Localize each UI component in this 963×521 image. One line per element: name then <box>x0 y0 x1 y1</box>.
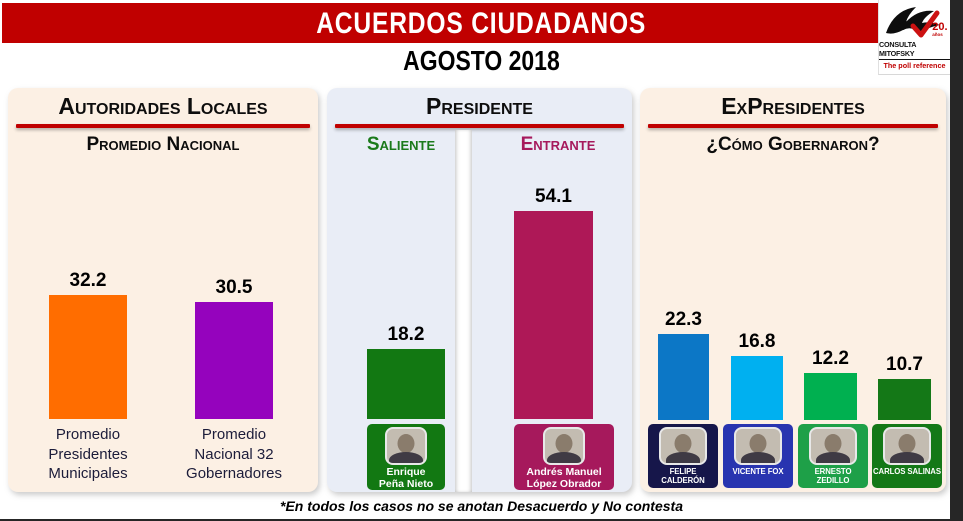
plate-zedillo: ERNESTO ZEDILLO <box>798 424 868 488</box>
panel-autoridades-locales: Autoridades Locales Promedio Nacional 32… <box>8 88 318 492</box>
bar-pena-nieto: 18.2 <box>367 324 445 419</box>
entrante-label: Entrante <box>520 134 596 155</box>
logo-years: 20. años <box>932 22 947 38</box>
photo-ernesto-zedillo <box>809 427 857 465</box>
panel-ex-subtitle: ¿Cómo Gobernaron? <box>706 134 880 155</box>
panel-local-title: Autoridades Locales <box>58 93 268 119</box>
bar-salinas-value: 10.7 <box>886 353 923 375</box>
panel-ex-rule <box>648 124 938 128</box>
bar-calderon: 22.3 <box>658 309 709 420</box>
photo-felipe-calderon <box>659 427 707 465</box>
panel-expresidentes: ExPresidentes ¿Cómo Gobernaron? 22.3 16.… <box>640 88 946 492</box>
date-subtitle-text: AGOSTO 2018 <box>403 45 560 76</box>
panel-presidente-rule <box>335 124 624 128</box>
logo-years-label: años <box>932 32 943 37</box>
panel-local-rule <box>16 124 310 128</box>
page-title-text: ACUERDOS CIUDADANOS <box>316 7 647 40</box>
bar-zedillo: 12.2 <box>804 348 857 420</box>
bar-gobernadores-label: Promedio Nacional 32 Gobernadores <box>186 426 282 482</box>
photo-andres-manuel-lopez-obrador <box>543 427 585 465</box>
bar-salinas: 10.7 <box>878 354 931 420</box>
bar-municipales: 32.2 <box>49 270 127 419</box>
bar-gobernadores-rect <box>195 301 273 419</box>
bar-lopez-obrador-rect <box>514 211 593 419</box>
plate-salinas-name: CARLOS SALINAS <box>873 467 941 476</box>
column-divider <box>455 130 472 492</box>
plate-calderon: FELIPE CALDERÓN <box>648 424 718 488</box>
bar-lopez-obrador-value: 54.1 <box>535 186 572 208</box>
bar-fox-rect <box>731 355 783 420</box>
date-subtitle: AGOSTO 2018 <box>0 45 963 77</box>
bar-salinas-rect <box>878 378 931 420</box>
plate-salinas: CARLOS SALINAS <box>872 424 942 488</box>
bar-fox: 16.8 <box>731 330 783 420</box>
title-banner <box>2 3 878 43</box>
plate-pena-nieto: Enrique Peña Nieto <box>367 424 445 490</box>
mitofsky-logo: 20. años CONSULTA MITOFSKY The poll refe… <box>878 0 950 75</box>
panel-presidente: Presidente Saliente Entrante 18.2 54.1 E… <box>327 88 632 492</box>
bar-fox-value: 16.8 <box>738 330 776 352</box>
panel-local-subtitle: Promedio Nacional <box>86 134 240 155</box>
plate-fox: VICENTE FOX <box>723 424 793 488</box>
bar-calderon-value: 22.3 <box>665 309 702 331</box>
plate-lopez-obrador: Andrés Manuel López Obrador <box>514 424 614 490</box>
bar-lopez-obrador: 54.1 <box>514 186 593 419</box>
mitofsky-bird-icon <box>885 7 940 38</box>
plate-fox-name: VICENTE FOX <box>732 467 784 476</box>
bar-municipales-label: Promedio Presidentes Municipales <box>48 426 128 482</box>
bar-municipales-value: 32.2 <box>69 270 107 292</box>
page-title: ACUERDOS CIUDADANOS <box>0 7 963 41</box>
plate-zedillo-name: ERNESTO ZEDILLO <box>814 467 852 485</box>
logo-years-badge: 20. <box>932 21 948 33</box>
bar-zedillo-rect <box>804 373 857 420</box>
bar-pena-nieto-rect <box>367 349 445 419</box>
photo-carlos-salinas <box>883 427 931 465</box>
window-edge-bottom <box>0 519 963 521</box>
footnote: *En todos los casos no se anotan Desacue… <box>280 498 683 514</box>
photo-vicente-fox <box>734 427 782 465</box>
saliente-label: Saliente <box>366 134 436 155</box>
plate-calderon-name: FELIPE CALDERÓN <box>661 467 705 485</box>
photo-enrique-pena-nieto <box>385 427 427 465</box>
plate-lopez-obrador-name: Andrés Manuel López Obrador <box>526 466 602 490</box>
bar-gobernadores: 30.5 <box>195 277 273 419</box>
logo-brand-text: CONSULTA MITOFSKY <box>879 40 950 60</box>
plate-pena-nieto-name: Enrique Peña Nieto <box>378 466 434 490</box>
bar-pena-nieto-value: 18.2 <box>387 324 425 346</box>
logo-tagline-text: The poll reference <box>883 61 946 70</box>
bar-calderon-rect <box>658 334 709 420</box>
bar-zedillo-value: 12.2 <box>812 348 849 370</box>
mitofsky-logo-art: 20. años <box>882 2 948 40</box>
panel-ex-title: ExPresidentes <box>721 93 865 119</box>
bar-municipales-rect <box>49 295 127 419</box>
panel-presidente-title: Presidente <box>426 93 533 119</box>
bar-gobernadores-value: 30.5 <box>215 276 253 298</box>
window-edge-right <box>950 0 963 521</box>
